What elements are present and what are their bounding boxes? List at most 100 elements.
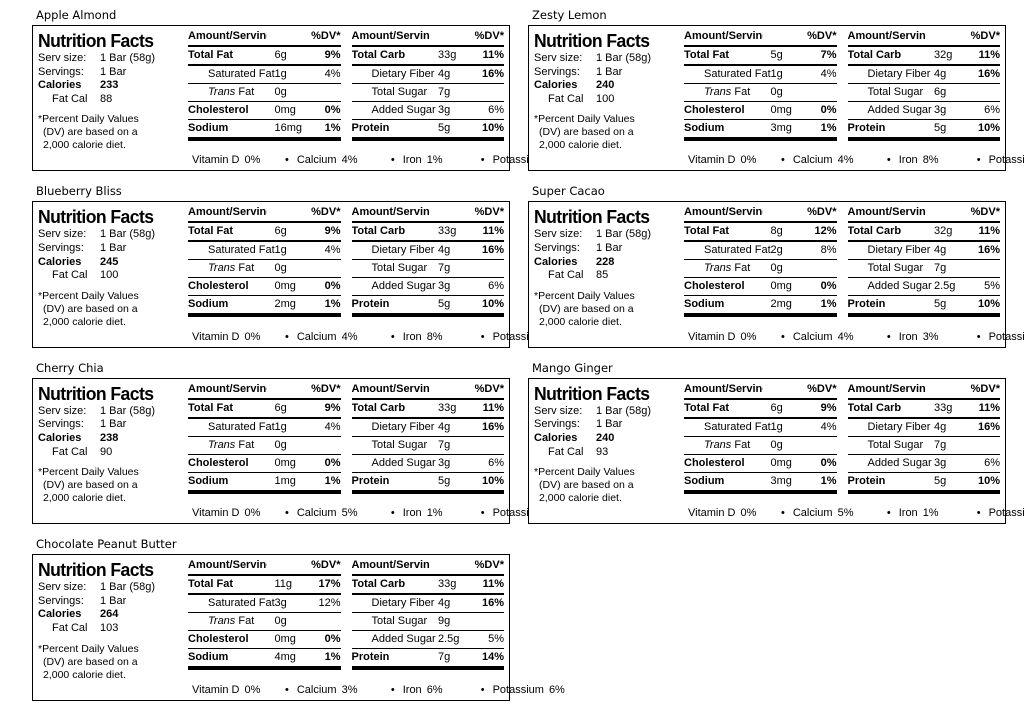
servings-row: Servings: 1 Bar	[38, 595, 184, 609]
dietary-fiber-dv: 16%	[977, 68, 1000, 80]
micro-separator-3: •	[480, 683, 485, 696]
serv-size-value: 1 Bar (58g)	[596, 52, 652, 64]
fat-cal-label: Fat Cal	[548, 92, 584, 105]
nutrition-facts-heading: Nutrition Facts	[534, 382, 650, 404]
total-fat: Total Fat 6g 9%	[684, 400, 837, 419]
saturated-fat-dv: 8%	[820, 244, 837, 257]
saturated-fat-amount: 1g	[274, 244, 287, 257]
added-sugar-dv: 6%	[984, 456, 1000, 469]
protein: Protein 5g 10%	[847, 473, 1000, 494]
micro-calcium: Calcium 3%	[297, 684, 383, 697]
total-carb-amount: 33g	[438, 578, 457, 591]
micro-calcium: Calcium 4%	[297, 154, 383, 167]
micro-separator-2: •	[886, 330, 891, 343]
fat-cal-row: Fat Cal 93	[534, 446, 680, 460]
sodium: Sodium 3mg 1%	[684, 120, 837, 141]
micro-vitamin-d: Vitamin D 0%	[192, 684, 277, 697]
micro-calcium-value: 4%	[341, 330, 358, 343]
calories-label: Calories	[534, 431, 578, 444]
cholesterol-amount: 0mg	[274, 280, 296, 293]
cholesterol: Cholesterol 0mg 0%	[684, 278, 837, 297]
micro-calcium-value: 5%	[837, 507, 854, 520]
total-fat-dv: 7%	[820, 49, 837, 61]
micro-potassium: Potassium3%	[989, 507, 1024, 520]
total-fat-amount: 6g	[770, 401, 783, 414]
calories-label: Calories	[534, 255, 578, 268]
micro-separator-1: •	[781, 154, 785, 167]
micro-potassium: Potassium3%	[989, 154, 1024, 167]
micro-vitamin-d-label: Vitamin D	[688, 330, 736, 343]
micro-iron-label: Iron	[402, 330, 422, 343]
dietary-fiber-dv: 16%	[481, 244, 504, 257]
servings-label: Servings:	[534, 65, 580, 78]
calories-value: 233	[100, 79, 119, 92]
row-label: Trans Fat	[704, 86, 751, 98]
row-label: Dietary Fiber	[371, 597, 435, 610]
added-sugar-amount: 2.5g	[438, 633, 460, 646]
nutrition-facts-box: Nutrition Facts Serv size: 1 Bar (58g) Serv…	[32, 554, 565, 701]
serv-size-value: 1 Bar (58g)	[100, 581, 156, 594]
servings-label: Servings:	[38, 65, 84, 78]
sodium-dv: 1%	[820, 474, 837, 487]
dietary-fiber: Dietary Fiber 4g 16%	[847, 242, 1000, 261]
added-sugar-amount: 3g	[934, 456, 947, 469]
row-label: Total Sugar	[371, 615, 428, 628]
nutrition-panel: Cherry Chia Nutrition Facts Serv size: 1 Ba…	[32, 361, 565, 525]
nutrition-facts-heading: Nutrition Facts	[534, 206, 650, 228]
daily-value-footnote: *Percent Daily Values (DV) are based on a…	[534, 290, 680, 329]
nutrition-facts-main: Nutrition Facts Serv size: 1 Bar (58g) Serv…	[38, 383, 504, 505]
total-sugar: Total Sugar 6g	[847, 84, 1000, 102]
micro-vitamin-d: Vitamin D 0%	[192, 331, 277, 344]
saturated-fat: Saturated Fat 2g 8%	[684, 242, 837, 261]
micro-iron-label: Iron	[402, 154, 422, 167]
micro-calcium-value: 4%	[837, 330, 854, 343]
nutrition-facts-box: Nutrition Facts Serv size: 1 Bar (58g) Serv…	[32, 377, 565, 525]
dietary-fiber-amount: 4g	[438, 597, 451, 610]
row-label: Amount/Serving	[188, 559, 267, 572]
row-label: Saturated Fat	[704, 420, 771, 433]
row-label: Amount/Serving	[188, 206, 267, 219]
footnote-line-1: *Percent Daily Values	[534, 289, 635, 302]
servings-value: 1 Bar	[596, 241, 623, 254]
row-label: Amount/Serving	[351, 206, 431, 219]
trans-fat-amount: 0g	[274, 262, 287, 275]
protein-amount: 5g	[438, 298, 451, 311]
micro-iron-value: 1%	[922, 507, 939, 520]
total-fat-dv: 9%	[820, 401, 837, 414]
protein: Protein 5g 10%	[351, 120, 504, 141]
total-sugar: Total Sugar 7g	[351, 84, 504, 102]
micro-calcium-label: Calcium	[296, 154, 337, 167]
total-carb: Total Carb 33g 11%	[351, 223, 504, 243]
total-fat: Total Fat 6g 9%	[188, 400, 341, 419]
amount-serving-header-left: Amount/Serving %DV*	[684, 30, 837, 47]
nutrition-facts-box: Nutrition Facts Serv size: 1 Bar (58g) Serv…	[32, 25, 565, 172]
micro-potassium-value: 6%	[548, 683, 565, 696]
trans-fat: Trans Fat 0g	[684, 260, 837, 279]
cholesterol: Cholesterol 0mg 0%	[684, 102, 837, 120]
amount-serving-header-right-dv: %DV*	[970, 30, 1000, 42]
carb-column: Amount/Serving %DV* Total Carb 32g 11% Dietar…	[847, 206, 1000, 318]
fat-cal-label: Fat Cal	[52, 621, 88, 634]
row-label: Protein	[351, 122, 390, 134]
carb-column: Amount/Serving %DV* Total Carb 33g 11% Dietar…	[351, 559, 504, 671]
dietary-fiber-dv: 16%	[481, 420, 504, 433]
nutrition-facts-box: Nutrition Facts Serv size: 1 Bar (58g) Serv…	[528, 377, 1024, 525]
nutrition-facts-heading: Nutrition Facts	[38, 559, 154, 581]
nutrition-facts-main: Nutrition Facts Serv size: 1 Bar (58g) Serv…	[534, 30, 1000, 152]
trans-italic: Trans	[704, 438, 732, 451]
row-label: Amount/Serving	[351, 559, 431, 572]
total-carb-dv: 11%	[482, 49, 504, 61]
footnote-line-1: *Percent Daily Values	[534, 113, 635, 126]
row-label: Sodium	[188, 298, 229, 311]
fat-cal-value: 100	[100, 269, 119, 282]
cholesterol: Cholesterol 0mg 0%	[188, 631, 341, 650]
saturated-fat-amount: 2g	[770, 244, 783, 257]
protein-dv: 14%	[481, 651, 504, 664]
amount-serving-header-right: Amount/Serving %DV*	[351, 206, 504, 224]
dietary-fiber: Dietary Fiber 4g 16%	[351, 242, 504, 261]
row-label: Protein	[351, 474, 390, 487]
cholesterol-amount: 0mg	[274, 633, 296, 646]
row-label: Total Fat	[684, 49, 730, 61]
cholesterol-amount: 0mg	[770, 456, 792, 469]
